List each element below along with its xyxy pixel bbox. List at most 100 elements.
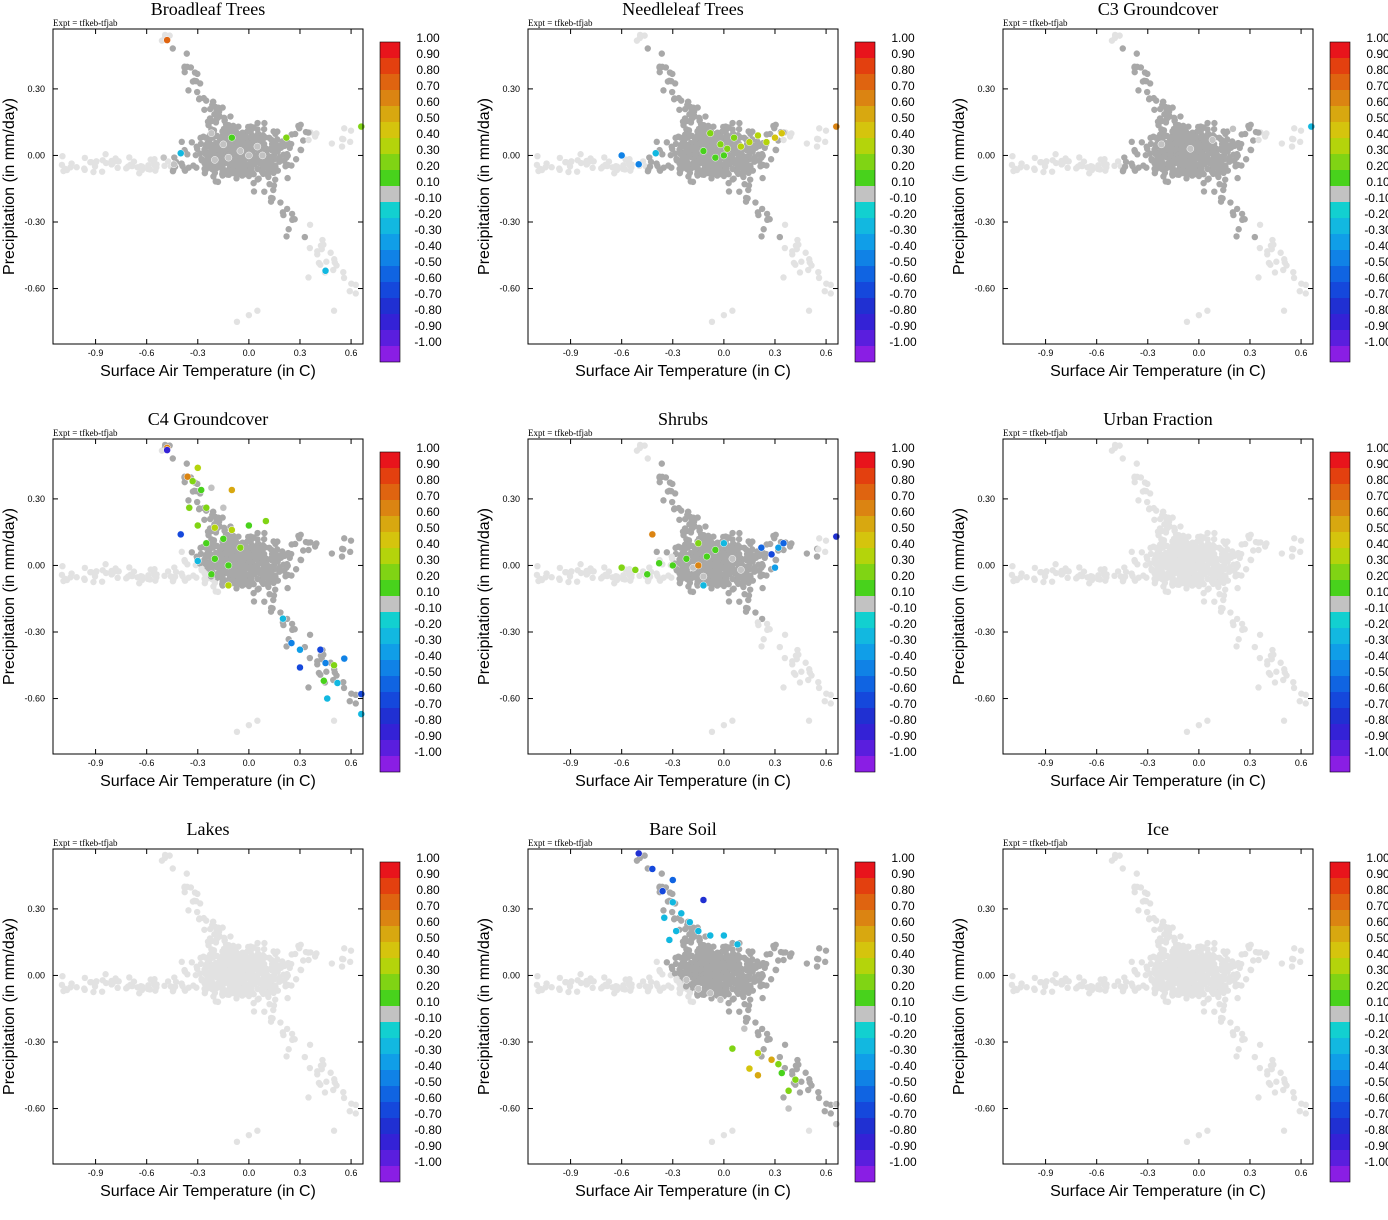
- colorbar-label: 0.50: [1366, 111, 1388, 125]
- background-point: [1277, 250, 1283, 256]
- data-point: [245, 152, 252, 159]
- background-point: [1204, 718, 1210, 724]
- background-point: [628, 574, 634, 580]
- colorbar-label: 0.10: [1366, 585, 1388, 599]
- background-point: [1297, 139, 1303, 145]
- neutral-point: [690, 589, 696, 595]
- colorbar-swatch: [855, 122, 875, 138]
- colorbar-label: -0.10: [889, 601, 917, 615]
- neutral-point: [1175, 138, 1181, 144]
- background-point: [68, 160, 74, 166]
- colorbar-swatch: [380, 660, 400, 676]
- neutral-point: [211, 541, 217, 547]
- neutral-point: [246, 583, 252, 589]
- colorbar-label: 0.30: [416, 553, 440, 567]
- neutral-point: [1180, 128, 1186, 134]
- neutral-point: [238, 140, 244, 146]
- colorbar-label: 0.10: [891, 175, 915, 189]
- background-point: [828, 282, 834, 288]
- neutral-point: [305, 129, 311, 135]
- colorbar-swatch: [1330, 314, 1350, 330]
- neutral-point: [274, 142, 280, 148]
- background-point: [721, 722, 727, 728]
- neutral-point: [1168, 160, 1174, 166]
- neutral-point: [268, 574, 274, 580]
- neutral-point: [722, 558, 728, 564]
- colorbar-label: -1.00: [414, 745, 442, 759]
- neutral-point: [1144, 71, 1150, 77]
- background-point: [1263, 540, 1269, 546]
- neutral-point: [1162, 170, 1168, 176]
- colorbar-label: 0.90: [416, 47, 440, 61]
- background-point: [90, 169, 96, 175]
- background-point: [802, 250, 808, 256]
- y-tick-label: 0.30: [27, 494, 45, 504]
- background-point: [179, 549, 185, 555]
- points-layer: [534, 32, 840, 325]
- background-point: [201, 576, 207, 582]
- background-point: [1204, 536, 1210, 542]
- neutral-point: [1128, 160, 1134, 166]
- colorbar-swatch: [1330, 692, 1350, 708]
- neutral-point: [229, 167, 235, 173]
- background-point: [1211, 536, 1217, 542]
- x-tick-label: -0.6: [614, 758, 630, 768]
- colorbar-label: 0.80: [891, 473, 915, 487]
- background-point: [1109, 37, 1115, 43]
- neutral-point: [678, 507, 684, 513]
- neutral-point: [721, 173, 727, 179]
- colorbar-swatch: [1330, 644, 1350, 660]
- neutral-point: [1163, 112, 1169, 118]
- background-point: [145, 162, 151, 168]
- neutral-point: [189, 139, 195, 145]
- data-point: [220, 535, 227, 542]
- neutral-point: [747, 176, 753, 182]
- background-point: [1053, 570, 1059, 576]
- background-point: [1181, 554, 1187, 560]
- colorbar-swatch: [380, 596, 400, 612]
- colorbar-swatch: [1330, 218, 1350, 234]
- data-point: [695, 540, 702, 547]
- neutral-point: [277, 199, 283, 205]
- colorbar-swatch: [1330, 154, 1350, 170]
- data-point: [771, 564, 778, 571]
- neutral-point: [686, 131, 692, 137]
- background-point: [1062, 568, 1068, 574]
- colorbar-swatch: [1330, 740, 1350, 756]
- y-tick-label: 0.00: [27, 560, 45, 570]
- colorbar-swatch: [855, 218, 875, 234]
- data-point: [720, 540, 727, 547]
- background-point: [1290, 136, 1296, 142]
- colorbar-label: -0.80: [414, 303, 442, 317]
- neutral-point: [280, 212, 286, 218]
- colorbar-swatch: [380, 282, 400, 298]
- neutral-point: [281, 158, 287, 164]
- neutral-point: [695, 128, 701, 134]
- neutral-point: [1205, 176, 1211, 182]
- background-point: [1180, 533, 1186, 539]
- background-point: [1143, 488, 1149, 494]
- background-point: [657, 578, 663, 584]
- colorbar-label: -0.80: [889, 713, 917, 727]
- neutral-point: [758, 233, 764, 239]
- neutral-point: [747, 541, 753, 547]
- points-layer: [59, 852, 359, 1145]
- colorbar-swatch: [855, 74, 875, 90]
- neutral-point: [347, 549, 353, 555]
- colorbar-swatch: [380, 644, 400, 660]
- data-point: [320, 677, 327, 684]
- y-tick-label: -0.60: [499, 284, 520, 294]
- neutral-point: [747, 131, 753, 137]
- background-point: [634, 37, 640, 43]
- neutral-point: [1255, 129, 1261, 135]
- background-point: [828, 290, 834, 296]
- background-point: [1170, 581, 1176, 587]
- neutral-point: [659, 50, 665, 56]
- neutral-point: [1120, 45, 1126, 51]
- colorbar-swatch: [1330, 346, 1350, 362]
- data-point: [279, 615, 286, 622]
- colorbar-swatch: [855, 596, 875, 612]
